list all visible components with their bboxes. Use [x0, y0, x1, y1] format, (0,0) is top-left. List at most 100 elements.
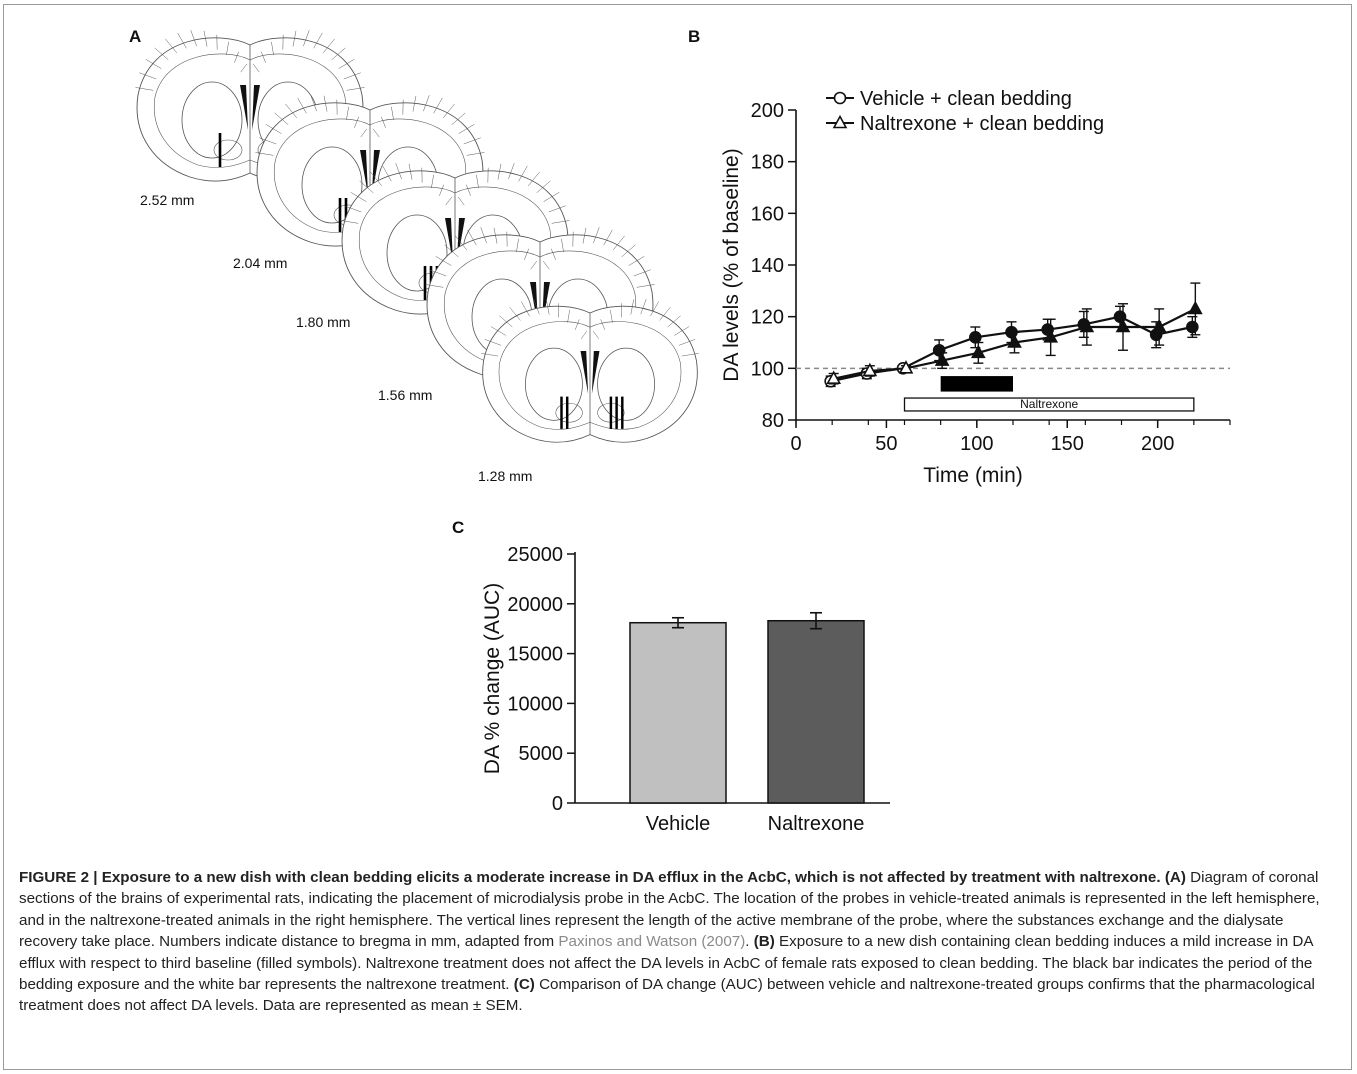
cortex-line [139, 72, 157, 80]
cortex-line [135, 87, 154, 91]
caption-a-end: . [745, 933, 754, 951]
y-tick-label: 180 [751, 152, 784, 174]
section-depth-label: 1.80 mm [296, 314, 350, 330]
caption-reference-link[interactable]: Paxinos and Watson (2007) [558, 933, 746, 951]
cortex-line [323, 95, 328, 112]
cortex-line [177, 32, 187, 49]
naltrexone-bar-label: Naltrexone [1020, 397, 1078, 411]
cortex-line [391, 106, 394, 121]
cortex-line [674, 326, 690, 336]
cortex-line [346, 87, 365, 91]
y-tick-label: 10000 [507, 693, 563, 715]
cortex-line [463, 137, 481, 145]
cortex-line [630, 299, 634, 315]
cortex-line [613, 235, 625, 251]
cortex-line [476, 174, 479, 189]
cortex-line [667, 315, 681, 328]
cortex-line [252, 63, 260, 73]
left-ventricle [580, 351, 589, 394]
cortex-line [343, 72, 361, 80]
legend-label: Naltrexone + clean bedding [860, 113, 1104, 135]
cortex-line [285, 103, 297, 119]
cortex-line [433, 97, 443, 114]
cortex-line [521, 301, 530, 317]
cortex-line [484, 339, 502, 346]
x-axis-label: Time (min) [923, 464, 1023, 487]
caption-a-label: (A) [1164, 869, 1186, 886]
cortex-line [340, 220, 359, 224]
naltrexone-point [1187, 300, 1203, 315]
cortex-line [323, 38, 335, 54]
naltrexone-point [1043, 329, 1059, 343]
cortex-line [536, 180, 551, 193]
vehicle-point [1186, 320, 1199, 334]
left-striatum [386, 214, 448, 292]
cortex-line [234, 51, 240, 63]
cortex-line [550, 248, 556, 260]
naltrexone-point [1007, 334, 1022, 348]
cortex-line [313, 32, 323, 49]
cortex-line [412, 95, 417, 112]
cortex-line [260, 51, 266, 63]
naltrexone-point [1151, 318, 1167, 333]
cortex-line [165, 38, 177, 54]
vehicle-point [969, 331, 982, 344]
bar-vehicle [629, 621, 727, 804]
y-tick-label: 140 [751, 255, 784, 277]
cortex-line [265, 124, 282, 134]
cortex-line [408, 163, 413, 180]
caption-c-label: (C) [513, 976, 535, 994]
left-accumbens [555, 402, 583, 423]
cortex-line [465, 184, 471, 196]
y-tick-label: 80 [762, 410, 784, 432]
cortex-line [443, 103, 455, 119]
caption-b-label: (B) [753, 933, 775, 951]
legend-circle-marker [833, 91, 847, 105]
category-label: Vehicle [646, 813, 711, 835]
cortex-line [240, 63, 248, 73]
cortex-line [533, 298, 540, 315]
y-axis-label: DA levels (% of baseline) [720, 148, 743, 381]
caption-title: FIGURE 2 | Exposure to a new dish with c… [19, 869, 1161, 886]
cortex-line [190, 30, 197, 47]
x-tick-label: 0 [790, 433, 801, 455]
cortex-line [516, 238, 519, 253]
cortex-line [255, 152, 274, 156]
right-striatum [597, 347, 655, 421]
caption-a-text: Diagram of coronal sections of the brain… [19, 869, 1320, 951]
cortex-line [226, 41, 229, 56]
caption-b-text: Exposure to a new dish containing clean … [19, 933, 1313, 994]
cortex-line [610, 309, 613, 323]
cortex-line [490, 326, 506, 336]
cortex-line [481, 353, 499, 357]
cortex-line [457, 196, 465, 206]
cortex-line [303, 30, 310, 47]
left-ventricle [360, 150, 368, 195]
cortex-line [271, 41, 274, 56]
brain-section-5 [481, 298, 699, 443]
cortex-line [435, 256, 452, 266]
cortex-line [451, 112, 466, 125]
cortex-line [439, 184, 445, 196]
cortex-line [582, 227, 587, 244]
cortex-line [310, 95, 317, 112]
cortex-line [574, 319, 580, 330]
cortex-line [425, 284, 444, 288]
caption-c-text: Comparison of DA change (AUC) between ve… [19, 976, 1315, 1015]
cortex-line [431, 174, 434, 189]
right-ventricle [591, 351, 600, 394]
naltrexone-point [1079, 318, 1095, 333]
cortex-line [636, 284, 655, 288]
naltrexone-point [826, 370, 842, 384]
cortex-line [354, 116, 360, 128]
cortex-line [592, 330, 600, 339]
cortex-line [359, 180, 374, 193]
cortex-line [528, 171, 540, 187]
cortex-line [600, 319, 606, 330]
naltrexone-point [862, 362, 878, 377]
cortex-line [344, 205, 362, 213]
panel-a-label: A [129, 27, 142, 46]
panel-c-label: C [452, 518, 465, 537]
left-striatum [301, 146, 363, 224]
